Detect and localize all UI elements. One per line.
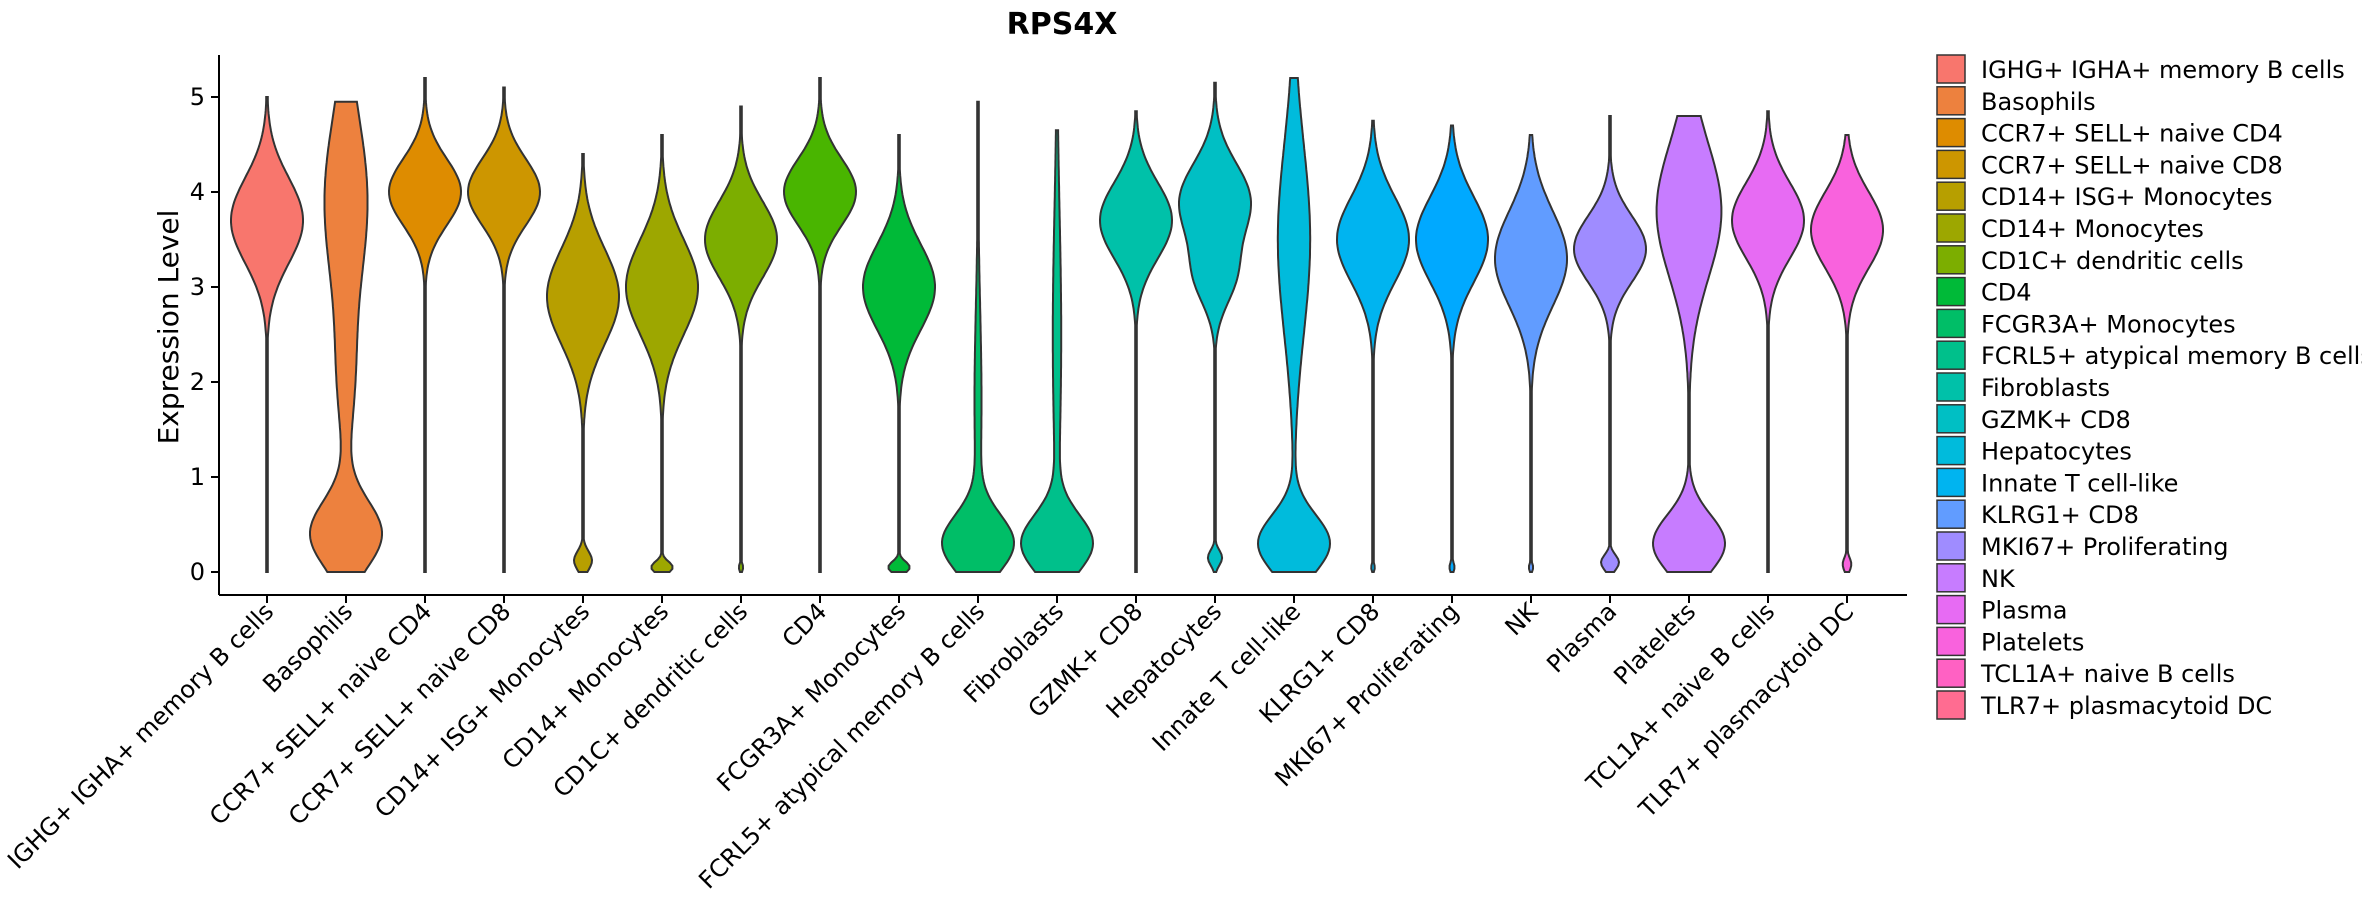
violin-4	[546, 153, 620, 573]
legend-swatch	[1936, 276, 1966, 307]
legend-swatch	[1936, 404, 1966, 434]
legend-swatch	[1936, 340, 1966, 370]
violin-12	[1178, 81, 1252, 573]
legend-label: CD14+ Monocytes	[1981, 215, 2204, 243]
legend-swatch	[1936, 499, 1966, 529]
y-tick-group: 0 1 2 3 4 5	[190, 83, 219, 586]
y-tick-label: 1	[190, 463, 205, 491]
y-tick-label: 3	[190, 273, 205, 301]
violin-16	[1494, 134, 1568, 573]
violin-20	[1810, 134, 1884, 573]
chart-title: RPS4X	[1007, 7, 1118, 42]
legend-swatch	[1936, 54, 1966, 84]
violin-5	[625, 134, 699, 573]
x-tick-label: IGHG+ IGHA+ memory B cells	[2, 597, 279, 874]
violin-11	[1098, 110, 1174, 573]
legend-label: CD14+ ISG+ Monocytes	[1981, 183, 2273, 211]
legend-swatch	[1936, 531, 1966, 561]
violin-13	[1256, 77, 1332, 573]
violin-6	[703, 105, 779, 573]
y-axis-title: Expression Level	[152, 210, 185, 445]
legend-label: CCR7+ SELL+ naive CD8	[1981, 151, 2283, 179]
violin-0	[230, 96, 304, 573]
legend-swatch	[1936, 149, 1966, 180]
legend-swatch	[1936, 86, 1966, 116]
legend-label: MKI67+ Proliferating	[1981, 533, 2229, 561]
violin-18	[1651, 115, 1727, 573]
violin-14	[1335, 119, 1411, 573]
legend-swatch	[1936, 690, 1966, 720]
violin-1	[309, 100, 383, 573]
legend-label: CD4	[1981, 279, 2032, 307]
y-tick-label: 5	[190, 83, 205, 111]
legend-label: Hepatocytes	[1981, 438, 2132, 466]
legend-label: CCR7+ SELL+ naive CD4	[1981, 120, 2283, 148]
legend-label: KLRG1+ CD8	[1981, 501, 2139, 529]
legend-label: CD1C+ dendritic cells	[1981, 247, 2244, 275]
violin-2	[387, 77, 463, 573]
legend-label: FCRL5+ atypical memory B cells	[1981, 342, 2362, 370]
legend-label: TLR7+ plasmacytoid DC	[1980, 692, 2272, 720]
legend-swatch	[1936, 308, 1966, 339]
x-tick-label: Innate T cell-like	[1147, 597, 1306, 756]
legend-swatch	[1936, 467, 1966, 498]
x-tick-label: Plasma	[1541, 597, 1622, 678]
legend-swatch	[1936, 181, 1966, 211]
x-tick-group: IGHG+ IGHA+ memory B cellsBasophilsCCR7+…	[2, 595, 1859, 894]
legend-label: IGHG+ IGHA+ memory B cells	[1981, 56, 2345, 84]
violin-9	[940, 100, 1016, 573]
violin-7	[782, 77, 858, 573]
legend-swatch	[1936, 594, 1966, 625]
x-tick-label: NK	[1500, 597, 1545, 642]
legend-label: Plasma	[1981, 597, 2067, 625]
legend-swatch	[1936, 213, 1966, 243]
y-tick-label: 4	[190, 178, 205, 206]
violin-8	[862, 134, 936, 573]
legend-label: GZMK+ CD8	[1981, 406, 2131, 434]
legend-swatch	[1936, 372, 1966, 402]
x-tick-label: FCRL5+ atypical memory B cells	[693, 597, 990, 894]
legend-swatch	[1936, 117, 1966, 148]
violin-group	[230, 77, 1884, 573]
legend-swatch	[1936, 626, 1966, 657]
violin-15	[1415, 124, 1489, 573]
legend-label: TCL1A+ naive B cells	[1980, 660, 2235, 688]
legend-label: Platelets	[1981, 628, 2084, 656]
violin-19	[1730, 110, 1806, 573]
legend-swatch	[1936, 658, 1966, 688]
y-tick-label: 0	[190, 558, 205, 586]
legend-label: NK	[1981, 565, 2016, 593]
legend-swatch	[1936, 435, 1966, 466]
legend: IGHG+ IGHA+ memory B cells Basophils CCR7+…	[1936, 54, 2362, 720]
x-tick-label: CD4	[777, 597, 833, 653]
legend-label: FCGR3A+ Monocytes	[1981, 310, 2236, 338]
y-tick-label: 2	[190, 368, 205, 396]
legend-swatch	[1936, 245, 1966, 275]
legend-swatch	[1936, 563, 1966, 593]
legend-label: Fibroblasts	[1981, 374, 2110, 402]
violin-10	[1019, 129, 1095, 573]
legend-label: Basophils	[1981, 88, 2096, 116]
violin-17	[1572, 115, 1648, 573]
violin-3	[466, 86, 542, 573]
legend-label: Innate T cell-like	[1981, 469, 2178, 497]
